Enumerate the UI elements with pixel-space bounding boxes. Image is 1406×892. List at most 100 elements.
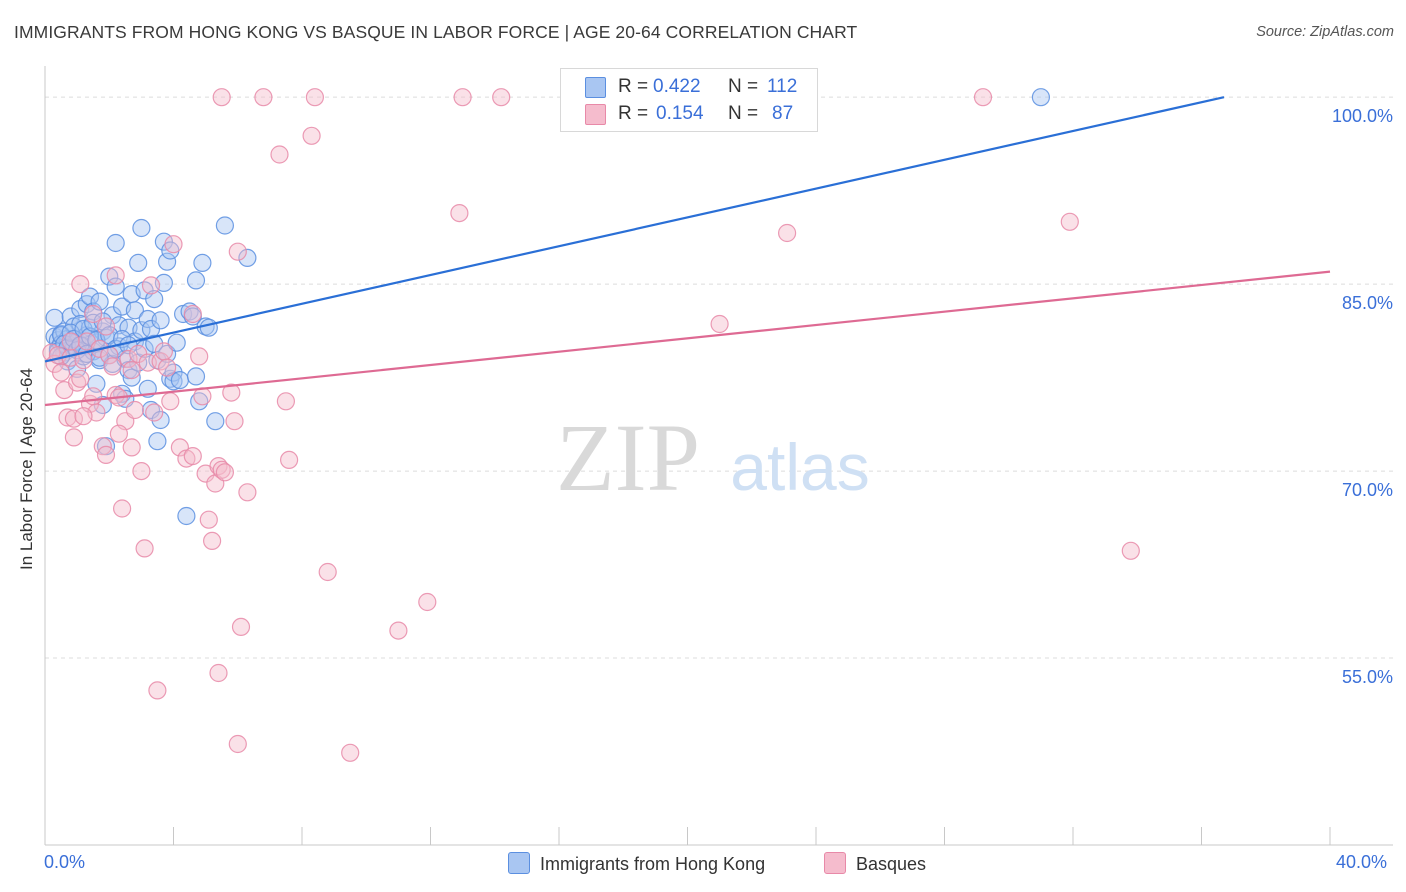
data-point: [96, 317, 116, 336]
data-point: [96, 445, 116, 464]
data-point: [1121, 541, 1140, 560]
data-point: [238, 483, 257, 502]
gridlines: [45, 96, 1393, 659]
data-point: [318, 562, 337, 582]
data-point: [141, 400, 161, 420]
data-point: [141, 276, 161, 295]
bottom-legend-swatch-hong-kong: [508, 852, 530, 874]
series-1-points: [42, 88, 1140, 762]
data-point: [199, 318, 218, 337]
legend-n-value: 112: [767, 76, 798, 97]
data-point: [64, 428, 84, 447]
data-point: [122, 368, 141, 387]
data-point: [84, 387, 103, 406]
data-point: [222, 383, 241, 402]
data-point: [51, 363, 71, 382]
data-point: [84, 304, 103, 324]
y-tick-label: 100.0%: [1332, 106, 1393, 126]
series-points: [42, 88, 1140, 762]
data-point: [1060, 212, 1079, 231]
data-point: [148, 681, 167, 700]
data-point: [103, 357, 122, 376]
data-point: [183, 447, 202, 466]
bottom-legend-label-hong-kong: Immigrants from Hong Kong: [540, 854, 766, 874]
data-point: [254, 88, 273, 107]
data-point: [164, 235, 183, 254]
data-point: [492, 88, 511, 107]
y-tick-label: 70.0%: [1342, 480, 1393, 500]
data-point: [305, 88, 324, 107]
x-tick-label-right: 40.0%: [1336, 852, 1388, 872]
data-point: [1031, 88, 1051, 107]
data-point: [199, 510, 218, 529]
bottom-legend-label-basques: Basques: [856, 854, 927, 874]
data-point: [212, 88, 231, 107]
data-point: [228, 734, 247, 754]
y-tick-labels: 100.0% 85.0% 70.0% 55.0%: [1332, 106, 1393, 687]
data-point: [109, 424, 129, 443]
data-point: [122, 438, 141, 457]
data-point: [177, 506, 196, 526]
data-point: [80, 287, 100, 306]
chart-title: IMMIGRANTS FROM HONG KONG VS BASQUE IN L…: [14, 22, 858, 42]
legend-swatch-basques: [585, 104, 606, 125]
y-tick-label: 55.0%: [1342, 667, 1393, 687]
data-point: [158, 252, 177, 271]
data-point: [193, 253, 212, 272]
watermark-zip: ZIP: [556, 404, 700, 511]
data-point: [170, 371, 189, 390]
data-point: [183, 304, 202, 324]
bottom-legend-basques: Basques: [824, 852, 926, 875]
data-point: [777, 223, 797, 243]
data-point: [710, 314, 729, 334]
data-point: [228, 242, 247, 261]
data-point: [231, 617, 251, 637]
data-point: [100, 267, 119, 286]
data-point: [186, 271, 206, 290]
data-point: [170, 438, 189, 457]
data-point: [161, 392, 180, 411]
legend-r-label: R =: [618, 76, 649, 97]
data-point: [973, 88, 993, 107]
data-point: [148, 432, 167, 451]
data-point: [186, 367, 206, 386]
data-point: [167, 333, 186, 352]
data-point: [190, 347, 209, 366]
data-point: [151, 410, 170, 430]
data-point: [122, 361, 141, 380]
data-point: [132, 462, 151, 481]
data-point: [276, 392, 295, 411]
data-point: [154, 342, 173, 361]
data-point: [119, 349, 138, 368]
data-point: [132, 218, 151, 238]
legend-n-value: 87: [772, 103, 794, 124]
legend-r-value: 0.422: [653, 76, 701, 97]
data-point: [389, 621, 408, 640]
data-point: [145, 403, 164, 422]
legend-r-label: R =: [618, 103, 649, 124]
data-point: [129, 253, 148, 272]
data-point: [106, 385, 125, 405]
trend-lines: [44, 96, 1331, 407]
data-point: [450, 204, 469, 223]
legend-n-label: N =: [728, 103, 759, 124]
data-point: [238, 248, 257, 267]
data-point: [190, 392, 209, 411]
data-point: [106, 266, 125, 285]
legend-swatch-hong-kong: [585, 77, 606, 98]
data-point: [341, 743, 360, 762]
data-point: [112, 499, 132, 518]
data-point: [145, 290, 164, 309]
data-point: [215, 216, 234, 235]
data-point: [125, 301, 144, 320]
bottom-legend-swatch-basques: [824, 852, 846, 874]
data-point: [212, 460, 231, 479]
legend-n-label: N =: [728, 76, 759, 97]
data-point: [180, 302, 199, 321]
x-tick-label-left: 0.0%: [44, 852, 86, 872]
data-point: [71, 275, 90, 294]
data-point: [135, 539, 154, 558]
data-point: [58, 408, 77, 427]
data-point: [125, 400, 144, 420]
